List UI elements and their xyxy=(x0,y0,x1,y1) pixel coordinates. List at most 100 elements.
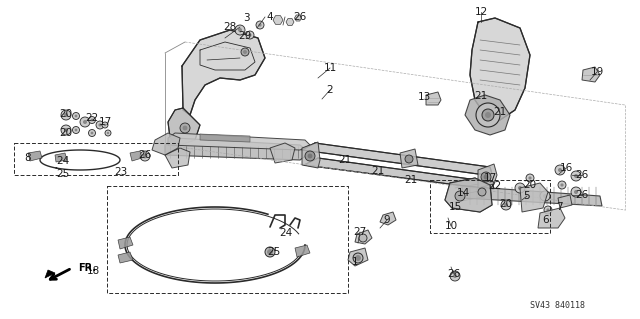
Text: 11: 11 xyxy=(323,63,337,73)
Circle shape xyxy=(543,194,547,198)
Text: 26: 26 xyxy=(447,269,461,279)
Circle shape xyxy=(555,165,565,175)
Text: 17: 17 xyxy=(483,173,497,183)
Text: 20: 20 xyxy=(524,180,536,190)
Text: 20: 20 xyxy=(499,199,513,209)
Polygon shape xyxy=(286,19,294,26)
Circle shape xyxy=(558,181,566,189)
Polygon shape xyxy=(200,134,250,142)
Text: 20: 20 xyxy=(60,128,72,138)
Text: 21: 21 xyxy=(493,107,507,117)
Text: 26: 26 xyxy=(138,150,152,160)
Text: 6: 6 xyxy=(543,215,549,225)
Circle shape xyxy=(540,191,550,201)
Text: 20: 20 xyxy=(60,109,72,119)
Text: 13: 13 xyxy=(417,92,431,102)
Circle shape xyxy=(571,171,581,181)
Circle shape xyxy=(486,113,490,117)
Circle shape xyxy=(96,121,104,129)
Circle shape xyxy=(482,109,494,121)
Circle shape xyxy=(558,168,562,172)
Circle shape xyxy=(105,130,111,136)
Polygon shape xyxy=(470,18,530,120)
Polygon shape xyxy=(380,212,396,225)
Circle shape xyxy=(75,115,77,117)
Polygon shape xyxy=(295,245,310,257)
Polygon shape xyxy=(465,95,510,135)
Polygon shape xyxy=(400,149,418,168)
Polygon shape xyxy=(302,143,492,174)
Polygon shape xyxy=(118,237,133,249)
Circle shape xyxy=(64,113,68,117)
Text: 22: 22 xyxy=(488,181,502,191)
Polygon shape xyxy=(426,92,441,105)
Circle shape xyxy=(238,28,242,32)
Circle shape xyxy=(246,31,254,39)
Circle shape xyxy=(529,176,532,180)
Circle shape xyxy=(353,253,363,263)
Polygon shape xyxy=(304,158,494,189)
Polygon shape xyxy=(520,183,548,212)
Polygon shape xyxy=(478,164,497,188)
Circle shape xyxy=(72,127,79,133)
Polygon shape xyxy=(118,252,133,263)
Circle shape xyxy=(248,33,252,37)
Polygon shape xyxy=(165,138,310,160)
Text: 28: 28 xyxy=(223,22,237,32)
Polygon shape xyxy=(302,142,320,168)
Text: 21: 21 xyxy=(339,155,351,165)
Text: 1: 1 xyxy=(352,257,358,267)
Text: 17: 17 xyxy=(99,117,111,127)
Circle shape xyxy=(256,21,264,29)
Polygon shape xyxy=(28,151,42,161)
Polygon shape xyxy=(168,108,200,145)
Circle shape xyxy=(80,117,90,127)
Text: 27: 27 xyxy=(353,227,367,237)
Circle shape xyxy=(91,132,93,134)
Circle shape xyxy=(72,113,79,120)
Circle shape xyxy=(91,119,93,122)
Circle shape xyxy=(359,234,367,242)
Circle shape xyxy=(453,274,457,278)
Circle shape xyxy=(64,128,68,132)
Polygon shape xyxy=(55,153,67,162)
Circle shape xyxy=(183,126,187,130)
Text: 19: 19 xyxy=(590,67,604,77)
Polygon shape xyxy=(273,16,283,24)
Circle shape xyxy=(355,256,360,261)
Circle shape xyxy=(180,123,190,133)
Circle shape xyxy=(140,151,150,161)
Circle shape xyxy=(308,154,312,158)
Circle shape xyxy=(102,122,108,128)
Text: 7: 7 xyxy=(556,202,563,212)
Circle shape xyxy=(235,25,245,35)
Circle shape xyxy=(476,103,500,127)
Circle shape xyxy=(547,208,550,211)
Circle shape xyxy=(259,23,262,26)
Text: 2: 2 xyxy=(326,85,333,95)
Text: FR.: FR. xyxy=(78,263,96,273)
Circle shape xyxy=(61,110,71,120)
Text: 25: 25 xyxy=(268,247,280,257)
Polygon shape xyxy=(538,208,565,228)
Polygon shape xyxy=(45,270,55,278)
Polygon shape xyxy=(182,30,265,115)
Circle shape xyxy=(405,155,413,163)
Polygon shape xyxy=(270,143,295,163)
Text: 9: 9 xyxy=(384,215,390,225)
Circle shape xyxy=(526,174,534,182)
Text: 23: 23 xyxy=(115,167,127,177)
Polygon shape xyxy=(445,178,492,212)
Text: 14: 14 xyxy=(456,188,470,198)
Text: 18: 18 xyxy=(86,266,100,276)
Polygon shape xyxy=(355,230,372,244)
Circle shape xyxy=(143,154,147,158)
Circle shape xyxy=(305,151,315,161)
Polygon shape xyxy=(558,195,572,208)
Circle shape xyxy=(268,249,273,255)
Text: 26: 26 xyxy=(575,190,589,200)
Circle shape xyxy=(265,247,275,257)
Text: 29: 29 xyxy=(238,31,252,41)
Circle shape xyxy=(561,183,564,187)
Circle shape xyxy=(107,132,109,134)
